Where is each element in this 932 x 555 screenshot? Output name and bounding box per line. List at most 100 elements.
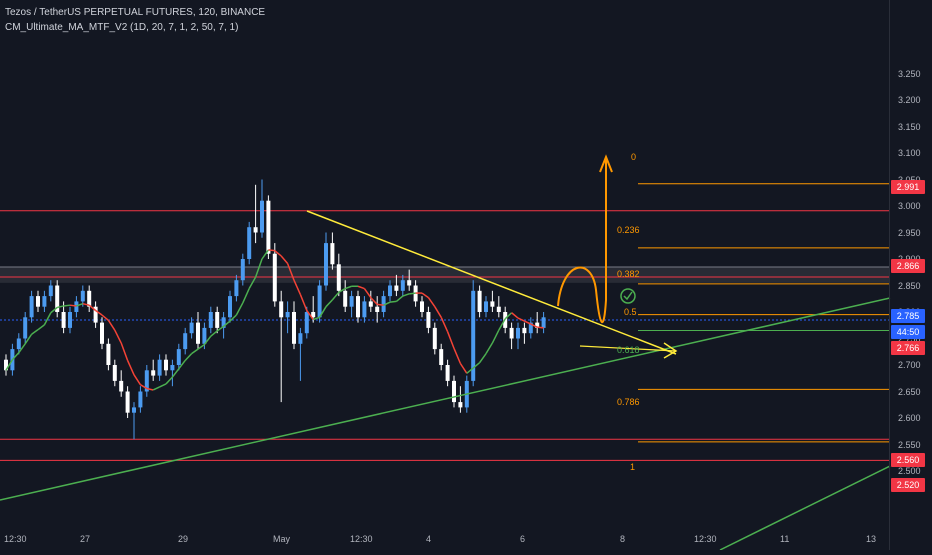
time-tick-label: 6 xyxy=(520,534,526,544)
ma-segment xyxy=(274,250,282,257)
candle-body xyxy=(260,200,264,233)
candle-body xyxy=(208,312,213,328)
candle-body xyxy=(330,243,335,265)
price-tick-label: 2.700 xyxy=(898,360,921,370)
ma-segment xyxy=(82,302,90,306)
symbol-title[interactable]: Tezos / TetherUS PERPETUAL FUTURES, 120,… xyxy=(5,7,266,18)
ma-segment xyxy=(331,291,340,301)
lower-support-price-badge: 2.520 xyxy=(891,478,925,492)
ma-segment xyxy=(280,255,289,265)
ma-segment xyxy=(377,303,384,306)
price-tick-label: 2.650 xyxy=(898,386,921,397)
candle-body xyxy=(477,290,482,312)
candle-body xyxy=(356,296,360,318)
candle-body xyxy=(471,290,476,381)
candle-body xyxy=(74,301,79,312)
candle-body xyxy=(394,285,399,291)
candle-body xyxy=(368,301,373,307)
candle-body xyxy=(61,312,66,328)
candle-body xyxy=(490,301,495,307)
candle-body xyxy=(336,264,341,291)
candle-body xyxy=(234,280,239,297)
ma-segment xyxy=(363,288,372,299)
candle-body xyxy=(381,296,386,312)
ma-segment xyxy=(402,293,410,297)
time-tick-label: 12:30 xyxy=(350,534,373,544)
candle-body xyxy=(279,301,284,318)
candle-body xyxy=(42,296,47,307)
ma-segment xyxy=(511,312,519,319)
fib-level-1-label: 1 xyxy=(630,462,636,472)
ma-segment xyxy=(114,329,122,344)
candle-body xyxy=(400,280,405,291)
candle-body xyxy=(215,312,220,328)
candle-body xyxy=(292,312,296,344)
ma-segment xyxy=(242,288,250,304)
candle-body xyxy=(388,285,392,297)
time-tick-label: 27 xyxy=(80,534,91,544)
ma-segment xyxy=(466,367,474,374)
time-tick-label: 4 xyxy=(426,534,432,544)
candle-body xyxy=(516,327,520,339)
ma-segment xyxy=(159,383,167,388)
ma-segment xyxy=(248,276,257,289)
candle-body xyxy=(55,285,60,312)
candle-body xyxy=(375,306,380,312)
check-icon-mark xyxy=(623,291,633,301)
candle-body xyxy=(528,322,533,334)
candle-body xyxy=(68,312,72,328)
ma-segment xyxy=(146,387,154,391)
ma-segment xyxy=(524,320,532,325)
candle-body xyxy=(324,243,328,286)
ma-segment xyxy=(184,353,193,361)
candle-body xyxy=(522,327,527,334)
candle-body xyxy=(80,290,85,302)
candle-body xyxy=(132,407,136,413)
candle-body xyxy=(164,359,168,371)
ma-segment xyxy=(133,374,142,386)
candle-body xyxy=(407,280,412,286)
fib-level-0618-label: 0.618 xyxy=(617,345,640,355)
candle-body xyxy=(119,380,124,392)
ma-segment xyxy=(197,343,205,350)
price-tick-label: 2.550 xyxy=(898,439,921,450)
ma-segment xyxy=(434,306,442,318)
candle-body xyxy=(432,327,437,350)
candle-body xyxy=(362,301,367,318)
check-icon xyxy=(620,288,636,304)
ma-segment xyxy=(88,304,97,312)
time-tick-label: 11 xyxy=(780,534,790,544)
candle-body xyxy=(170,365,175,371)
ma-segment xyxy=(318,306,327,318)
time-tick-label: 29 xyxy=(178,534,189,544)
candle-body xyxy=(349,296,354,307)
indicator-legend[interactable]: CM_Ultimate_MA_MTF_V2 (1D, 20, 7, 1, 2, … xyxy=(5,22,239,33)
ma-segment xyxy=(344,285,352,290)
candle-body xyxy=(93,306,98,323)
ma-segment xyxy=(498,318,506,331)
ma-segment xyxy=(306,310,314,321)
candle-body xyxy=(266,200,271,254)
ma-segment xyxy=(338,287,346,293)
candle-body xyxy=(445,365,450,381)
time-tick-label: 13 xyxy=(866,534,877,544)
ma-segment xyxy=(43,312,52,326)
ma-segment xyxy=(216,325,225,332)
ma-segment xyxy=(478,353,487,364)
fib-level-05-label: 0.5 xyxy=(624,307,637,317)
ma-segment xyxy=(357,285,365,290)
candle-body xyxy=(535,322,540,328)
candle-body xyxy=(189,322,194,334)
candle-body xyxy=(36,296,40,307)
candle-body xyxy=(285,312,290,318)
ma-segment xyxy=(530,323,538,328)
bar-countdown-badge: 44:50 xyxy=(891,325,925,339)
fib-level-0236-label: 0.236 xyxy=(617,225,640,235)
time-tick-label: 12:30 xyxy=(694,534,717,544)
candle-body xyxy=(106,343,111,365)
descending-resistance-trendline xyxy=(306,210,677,355)
ma-segment xyxy=(383,301,391,306)
ma-price-badge: 2.766 xyxy=(891,341,925,355)
